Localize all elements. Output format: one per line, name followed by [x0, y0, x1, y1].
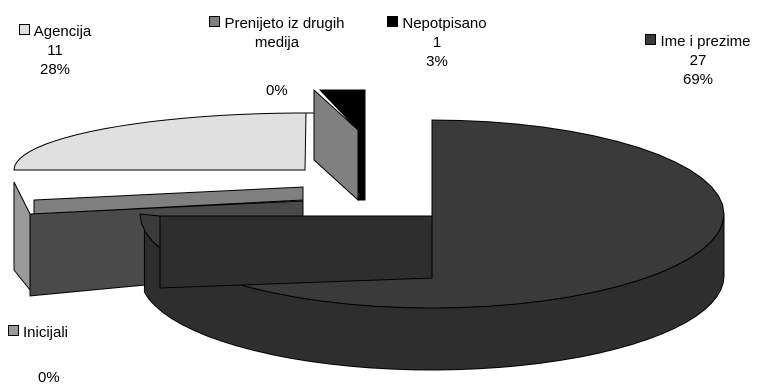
nepotpisano-name: Nepotpisano [402, 15, 487, 32]
inicijali-percent: 0% [38, 369, 60, 386]
inicijali-swatch [8, 325, 19, 336]
ime-name: Ime i prezime [660, 33, 751, 50]
nepotpisano-slice [318, 89, 366, 201]
agencija-percent: 28% [39, 61, 71, 78]
label-inicijali: Inicijali [8, 323, 68, 342]
ime-percent: 69% [682, 71, 714, 88]
agencija-slice-side [13, 181, 31, 292]
nepotpisano-count: 1 [432, 34, 442, 51]
prenijeto-name-line2: medija [254, 34, 300, 51]
nepotpisano-swatch [387, 16, 399, 27]
inicijali-slice-top [33, 186, 304, 215]
inicijali-name: Inicijali [23, 324, 69, 341]
prenijeto-name-line1: Prenijeto iz drugih [224, 15, 345, 32]
agencija-slice-top [13, 112, 317, 171]
label-agencija: Agencija 11 28% [14, 22, 96, 79]
prenijeto-swatch [209, 16, 221, 27]
agencija-count: 11 [47, 42, 63, 59]
agencija-name: Agencija [33, 23, 92, 40]
label-ime-i-prezime: Ime i prezime 27 69% [634, 32, 762, 89]
ime-slice-cut [159, 215, 433, 289]
label-nepotpisano: Nepotpisano 1 3% [372, 14, 502, 71]
prenijeto-percent: 0% [266, 82, 288, 99]
agencija-swatch [18, 24, 30, 35]
label-prenijeto: Prenijeto iz drugih medija [192, 14, 362, 52]
ime-swatch [645, 34, 657, 45]
nepotpisano-percent: 3% [426, 53, 448, 70]
ime-count: 27 [689, 52, 707, 69]
